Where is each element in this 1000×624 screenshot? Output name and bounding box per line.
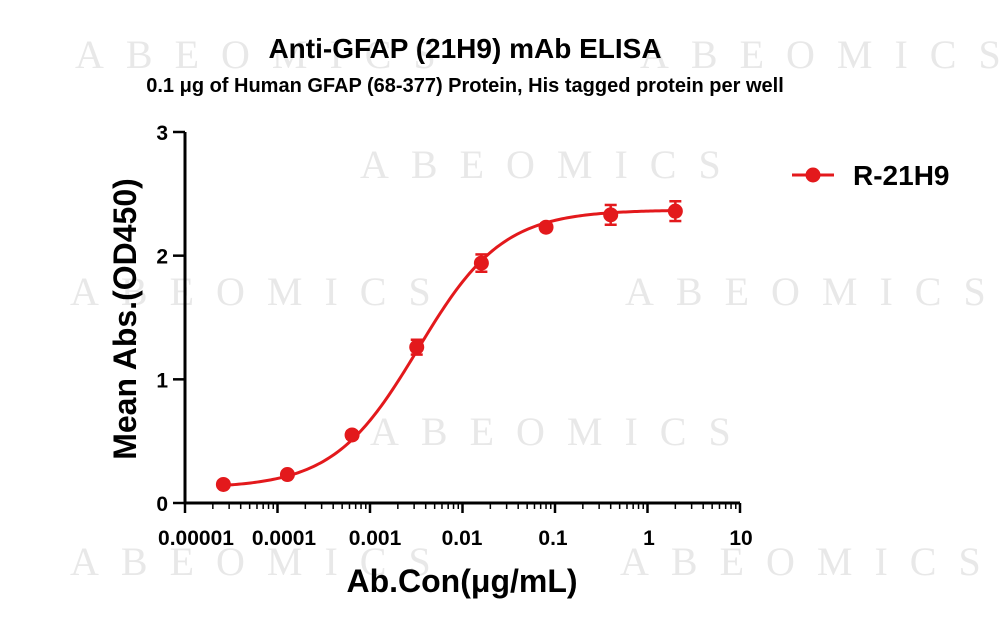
legend: R-21H9	[792, 160, 949, 191]
plot-area	[215, 200, 683, 492]
x-axis-label: Ab.Con(μg/mL)	[346, 563, 577, 599]
legend-marker-r-21h9	[805, 167, 821, 183]
data-point	[603, 207, 619, 223]
x-tick-label: 0.00001	[158, 527, 234, 550]
watermark-text: ABEOMICS	[70, 539, 453, 584]
watermark-text: ABEOMICS	[360, 142, 743, 187]
y-tick-label: 0	[156, 493, 168, 516]
data-point	[279, 467, 295, 483]
data-point	[538, 219, 554, 235]
watermark-text: ABEOMICS	[640, 32, 1000, 77]
x-tick-label: 10	[729, 527, 752, 550]
y-tick-label: 2	[156, 246, 168, 269]
watermark-text: ABEOMICS	[70, 269, 453, 314]
fit-curve-r-21h9	[223, 209, 676, 487]
chart-subtitle: 0.1 μg of Human GFAP (68-377) Protein, H…	[146, 75, 784, 97]
data-point	[473, 255, 489, 271]
x-tick-label: 0.0001	[252, 527, 317, 550]
data-point	[667, 203, 683, 219]
watermark-layer: ABEOMICS ABEOMICS ABEOMICS ABEOMICS ABEOMICS…	[70, 32, 1000, 584]
x-tick-label: 0.001	[349, 527, 402, 550]
watermark-text: ABEOMICS	[625, 269, 1000, 314]
watermark-text: ABEOMICS	[620, 539, 1000, 584]
watermark-text: ABEOMICS	[370, 409, 753, 454]
x-axis-ticks: 0.00001 0.0001 0.001 0.01 0.1 1 10	[158, 503, 753, 550]
y-axis-label: Mean Abs.(OD450)	[107, 178, 143, 460]
chart-title: Anti-GFAP (21H9) mAb ELISA	[268, 33, 661, 64]
data-point	[409, 339, 425, 355]
legend-label-r-21h9: R-21H9	[853, 160, 949, 191]
data-point	[215, 476, 231, 492]
y-tick-label: 1	[156, 369, 168, 392]
y-axis-ticks: 0 1 2 3	[156, 122, 185, 516]
x-tick-label: 0.1	[538, 527, 568, 550]
y-tick-label: 3	[156, 122, 168, 145]
x-tick-label: 0.01	[442, 527, 483, 550]
watermark-text: ABEOMICS	[75, 32, 458, 77]
data-point	[344, 427, 360, 443]
x-tick-label: 1	[643, 527, 655, 550]
